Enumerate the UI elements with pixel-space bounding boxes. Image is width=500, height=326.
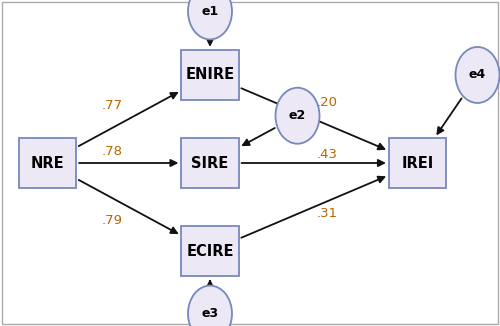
Text: ENIRE: ENIRE bbox=[186, 67, 234, 82]
FancyBboxPatch shape bbox=[181, 226, 239, 276]
Text: e3: e3 bbox=[202, 307, 218, 320]
Text: e4: e4 bbox=[469, 68, 486, 82]
Text: IREI: IREI bbox=[402, 156, 434, 170]
Text: .31: .31 bbox=[317, 207, 338, 220]
Text: SIRE: SIRE bbox=[192, 156, 228, 170]
FancyBboxPatch shape bbox=[19, 138, 76, 188]
Ellipse shape bbox=[188, 0, 232, 39]
Text: e1: e1 bbox=[202, 5, 218, 18]
Text: .43: .43 bbox=[317, 148, 338, 161]
FancyBboxPatch shape bbox=[389, 138, 446, 188]
FancyBboxPatch shape bbox=[181, 50, 239, 100]
Text: NRE: NRE bbox=[30, 156, 64, 170]
Text: .77: .77 bbox=[102, 99, 123, 112]
Ellipse shape bbox=[456, 47, 500, 103]
Text: ECIRE: ECIRE bbox=[186, 244, 234, 259]
Text: .79: .79 bbox=[102, 214, 123, 227]
Ellipse shape bbox=[188, 286, 232, 326]
Ellipse shape bbox=[276, 88, 320, 144]
FancyBboxPatch shape bbox=[181, 138, 239, 188]
Text: .78: .78 bbox=[102, 145, 123, 158]
Text: e2: e2 bbox=[289, 109, 306, 122]
Text: .20: .20 bbox=[317, 96, 338, 109]
